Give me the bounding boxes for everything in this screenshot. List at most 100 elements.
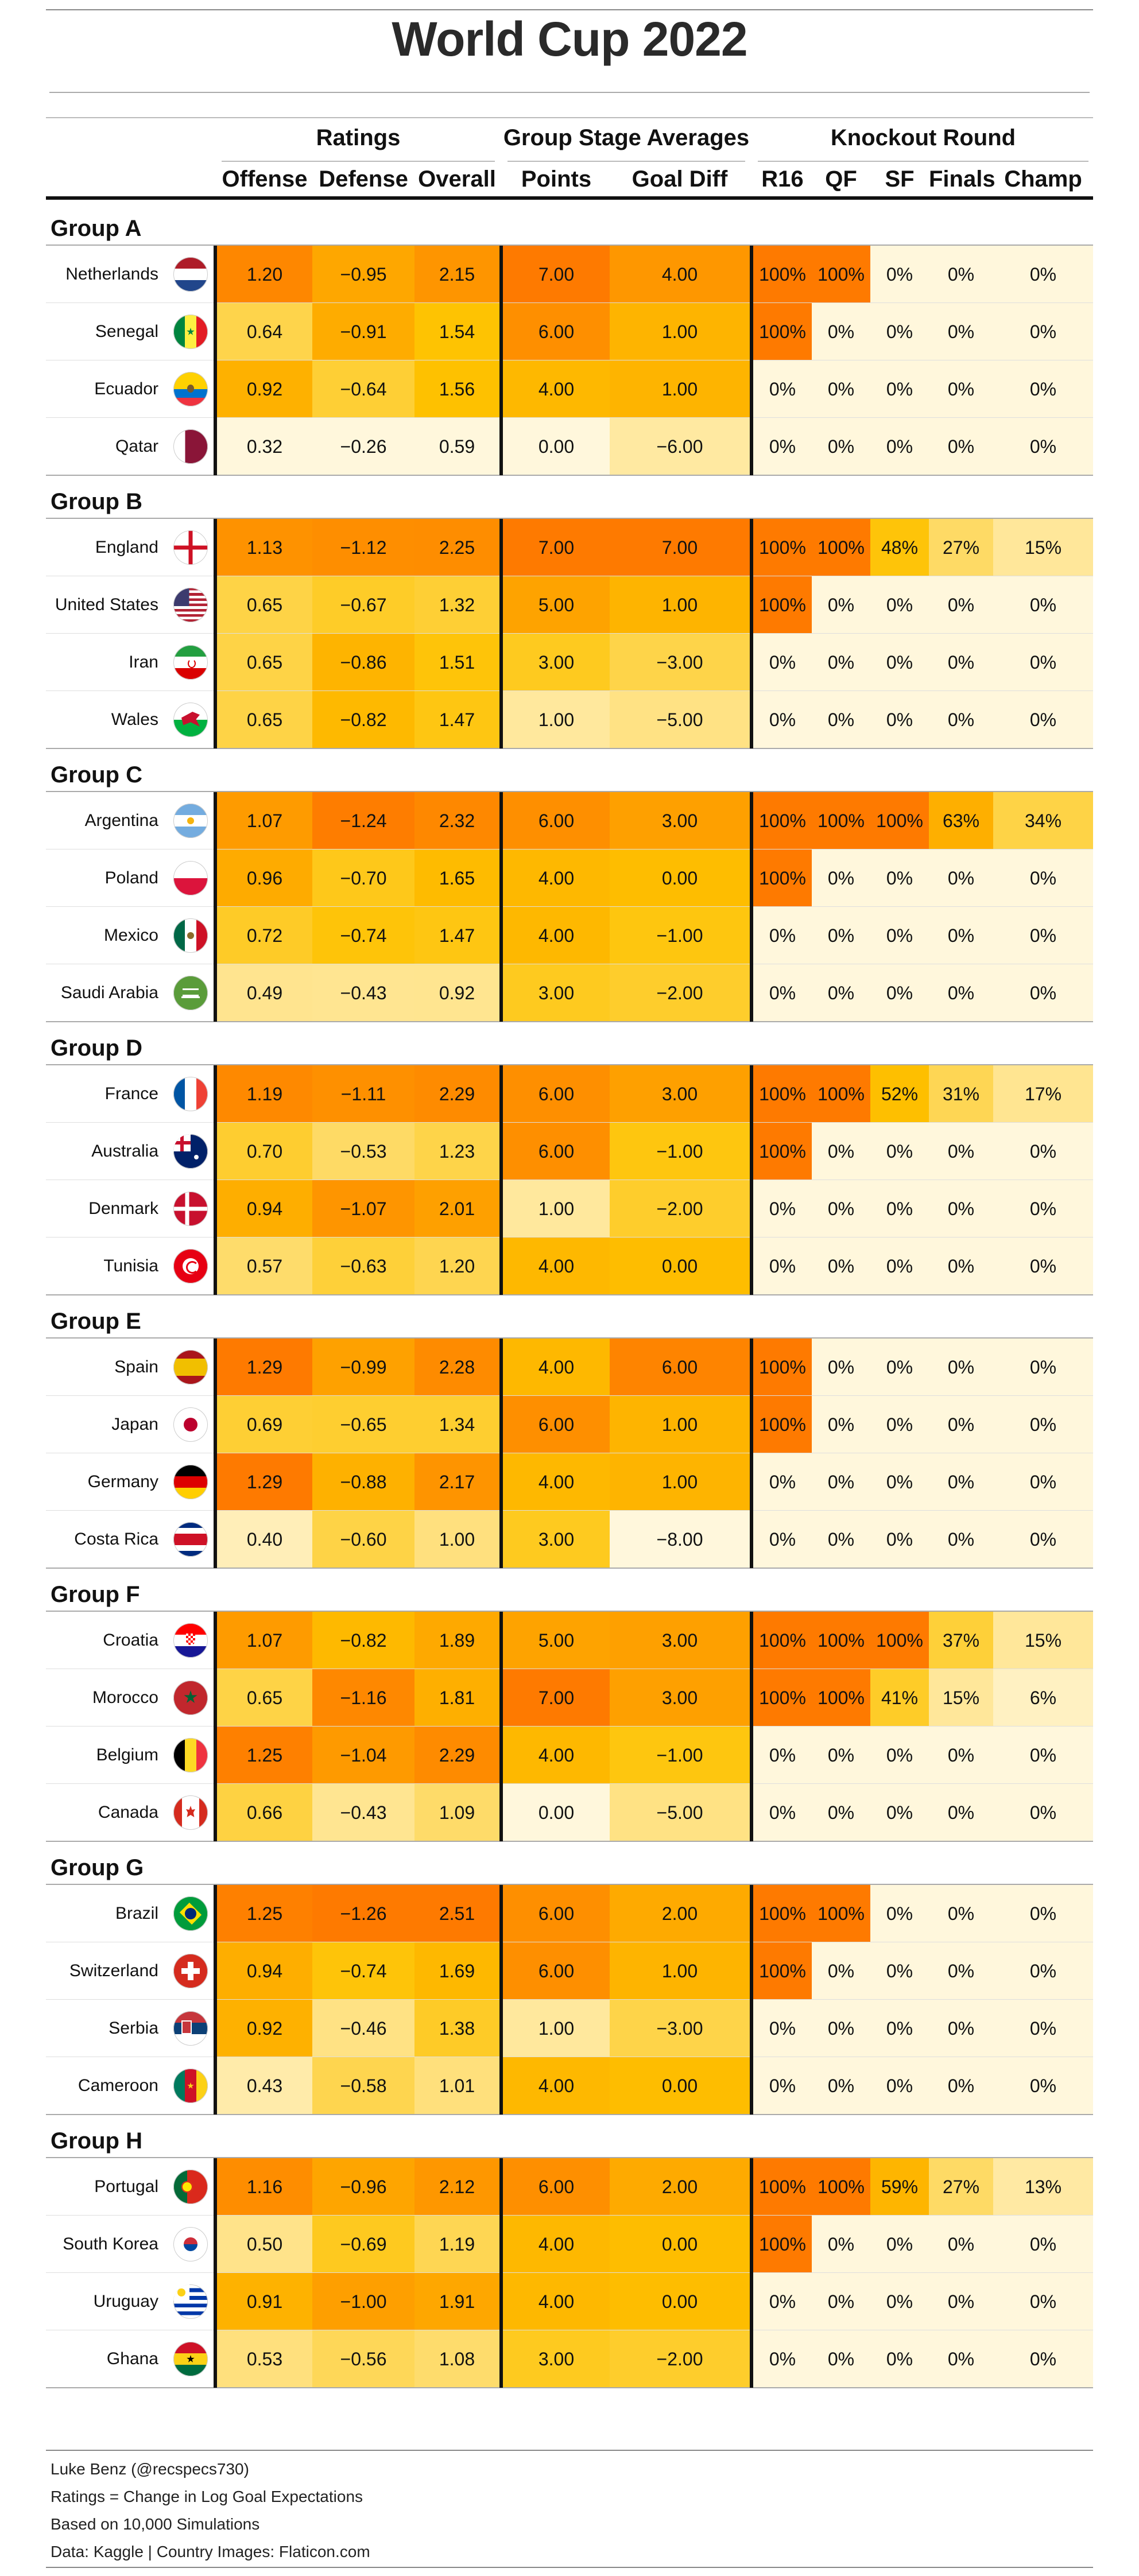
group-top-line [46, 1884, 1093, 1885]
column-header-sf: SF [885, 166, 915, 192]
cell-overall: 0.92 [414, 964, 499, 1022]
team-name: Switzerland [69, 1961, 158, 1980]
cell-overall: 2.32 [414, 792, 499, 849]
croatia-flag-icon [173, 1623, 208, 1658]
divider-ratings [214, 1339, 217, 1568]
cell-defense: −0.26 [312, 418, 414, 475]
team-name: Japan [111, 1415, 158, 1434]
header-group-stage-averages-underline [507, 161, 745, 162]
costa-rica-flag-icon [173, 1522, 208, 1557]
cell-goal-diff: 0.00 [610, 1237, 750, 1295]
cell-defense: −0.60 [312, 1511, 414, 1568]
cell-offense: 0.69 [217, 1396, 312, 1453]
cell-sf: 0% [870, 1784, 929, 1841]
group-label: Group H [51, 2128, 142, 2154]
cell-finals: 0% [929, 2216, 993, 2273]
cell-finals: 27% [929, 2158, 993, 2216]
netherlands-flag-icon [173, 257, 208, 292]
cell-overall: 1.32 [414, 576, 499, 634]
team-name: United States [55, 595, 158, 614]
cell-sf: 0% [870, 1885, 929, 1942]
cell-qf: 0% [812, 1339, 870, 1396]
cell-goal-diff: −3.00 [610, 634, 750, 691]
cell-offense: 0.94 [217, 1942, 312, 2000]
cell-points: 6.00 [503, 1885, 610, 1942]
cell-offense: 1.29 [217, 1453, 312, 1511]
cell-finals: 37% [929, 1612, 993, 1669]
cell-r16: 0% [753, 691, 812, 748]
footer-ratings-note: Ratings = Change in Log Goal Expectation… [51, 2488, 363, 2505]
portugal-flag-icon [173, 2170, 208, 2204]
cell-points: 6.00 [503, 792, 610, 849]
cell-offense: 0.64 [217, 303, 312, 360]
cell-points: 4.00 [503, 1727, 610, 1784]
cell-defense: −1.11 [312, 1065, 414, 1123]
cell-finals: 0% [929, 2330, 993, 2388]
cell-offense: 1.13 [217, 519, 312, 576]
cell-goal-diff: −2.00 [610, 2330, 750, 2388]
canada-flag-icon [173, 1795, 208, 1830]
cell-goal-diff: −5.00 [610, 691, 750, 748]
cell-r16: 100% [753, 849, 812, 907]
header-ratings: Ratings [316, 125, 401, 150]
cell-r16: 100% [753, 2158, 812, 2216]
cell-champ: 0% [993, 907, 1093, 964]
cell-champ: 13% [993, 2158, 1093, 2216]
cell-offense: 1.20 [217, 246, 312, 303]
cell-overall: 2.25 [414, 519, 499, 576]
cell-goal-diff: 3.00 [610, 792, 750, 849]
team-name: Poland [104, 868, 158, 887]
group-label: Group C [51, 762, 142, 787]
cell-overall: 2.29 [414, 1727, 499, 1784]
cell-points: 4.00 [503, 1339, 610, 1396]
divider-group-stage [499, 1612, 503, 1841]
team-name: Belgium [96, 1745, 158, 1764]
cell-r16: 100% [753, 1123, 812, 1180]
cell-qf: 100% [812, 246, 870, 303]
cell-qf: 0% [812, 1180, 870, 1237]
cell-overall: 1.47 [414, 691, 499, 748]
cell-overall: 1.56 [414, 360, 499, 418]
cell-finals: 0% [929, 964, 993, 1022]
cell-r16: 100% [753, 1612, 812, 1669]
cell-finals: 0% [929, 360, 993, 418]
germany-flag-icon [173, 1465, 208, 1499]
team-name: Iran [129, 653, 158, 672]
header-ratings-underline [222, 161, 495, 162]
cell-defense: −0.46 [312, 2000, 414, 2057]
team-name: South Korea [63, 2234, 158, 2253]
cell-finals: 0% [929, 907, 993, 964]
cell-defense: −1.16 [312, 1669, 414, 1727]
cell-qf: 0% [812, 576, 870, 634]
cell-qf: 0% [812, 2057, 870, 2115]
group-top-line [46, 2157, 1093, 2158]
cell-champ: 0% [993, 576, 1093, 634]
cell-r16: 100% [753, 1885, 812, 1942]
group-top-line [46, 245, 1093, 246]
cell-points: 4.00 [503, 849, 610, 907]
cell-finals: 0% [929, 1885, 993, 1942]
cell-finals: 27% [929, 519, 993, 576]
cell-defense: −0.82 [312, 691, 414, 748]
cell-goal-diff: 1.00 [610, 576, 750, 634]
australia-flag-icon [173, 1134, 208, 1169]
cell-sf: 0% [870, 2057, 929, 2115]
cell-sf: 0% [870, 360, 929, 418]
cell-finals: 0% [929, 246, 993, 303]
cell-r16: 0% [753, 360, 812, 418]
cell-defense: −0.74 [312, 1942, 414, 2000]
cell-champ: 0% [993, 1942, 1093, 2000]
cell-defense: −0.58 [312, 2057, 414, 2115]
cell-champ: 0% [993, 1237, 1093, 1295]
cell-qf: 0% [812, 360, 870, 418]
cell-sf: 0% [870, 2330, 929, 2388]
cell-points: 3.00 [503, 1511, 610, 1568]
cell-qf: 100% [812, 1612, 870, 1669]
cell-goal-diff: −2.00 [610, 1180, 750, 1237]
footer-credit: Luke Benz (@recspecs730) [51, 2460, 249, 2478]
cell-r16: 0% [753, 2057, 812, 2115]
divider-ratings [214, 1612, 217, 1841]
cell-goal-diff: 3.00 [610, 1065, 750, 1123]
cell-qf: 0% [812, 907, 870, 964]
cell-r16: 0% [753, 2000, 812, 2057]
